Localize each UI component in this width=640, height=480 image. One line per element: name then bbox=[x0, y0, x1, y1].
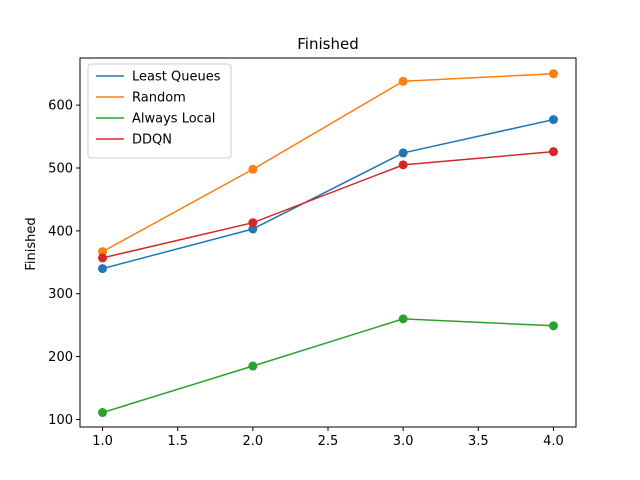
series-line bbox=[102, 118, 554, 270]
data-point bbox=[548, 69, 558, 79]
x-tick-label: 1.5 bbox=[167, 434, 188, 449]
data-point bbox=[248, 218, 258, 228]
legend-label: DDQN bbox=[132, 133, 172, 148]
data-point bbox=[248, 361, 258, 371]
y-tick-label: 600 bbox=[48, 99, 73, 114]
data-point bbox=[548, 115, 558, 125]
y-tick-label: 500 bbox=[48, 162, 73, 177]
y-tick-label: 200 bbox=[48, 350, 73, 365]
series-line bbox=[102, 318, 554, 414]
x-tick-label: 2.0 bbox=[243, 434, 264, 449]
y-tick-label: 100 bbox=[48, 413, 73, 428]
data-point bbox=[398, 314, 408, 324]
y-tick-label: 400 bbox=[48, 224, 73, 239]
y-tick-label: 300 bbox=[48, 287, 73, 302]
legend-label: Random bbox=[132, 91, 186, 106]
series-0 bbox=[98, 115, 558, 274]
legend-label: Least Queues bbox=[132, 70, 221, 85]
chart-title: Finished bbox=[297, 35, 358, 53]
y-axis-label: Finished bbox=[24, 217, 39, 270]
x-tick-label: 3.0 bbox=[393, 434, 414, 449]
series-1 bbox=[98, 69, 558, 257]
series-2 bbox=[98, 314, 558, 418]
data-point bbox=[98, 264, 108, 274]
legend: Least Queues Random Always Local DDQN bbox=[87, 63, 232, 159]
data-point bbox=[98, 253, 108, 263]
y-axis: 100 200 300 400 500 600 bbox=[48, 99, 80, 428]
series-line bbox=[102, 150, 554, 259]
data-point bbox=[98, 408, 108, 418]
series-line bbox=[102, 72, 554, 253]
series-3 bbox=[98, 147, 558, 263]
data-point bbox=[98, 247, 108, 257]
x-tick-label: 1.0 bbox=[92, 434, 113, 449]
data-point bbox=[248, 164, 258, 174]
x-axis: 1.0 1.5 2.0 2.5 3.0 3.5 4.0 bbox=[92, 427, 564, 449]
data-point bbox=[398, 160, 408, 170]
legend-item: Random bbox=[96, 91, 186, 106]
data-point bbox=[398, 76, 408, 86]
legend-item: DDQN bbox=[96, 133, 172, 148]
legend-box bbox=[87, 63, 232, 159]
legend-item: Always Local bbox=[96, 112, 215, 127]
data-point bbox=[398, 148, 408, 158]
x-tick-label: 2.5 bbox=[318, 434, 339, 449]
data-point bbox=[248, 224, 258, 234]
x-tick-label: 3.5 bbox=[468, 434, 489, 449]
x-tick-label: 4.0 bbox=[543, 434, 564, 449]
legend-item: Least Queues bbox=[96, 70, 221, 85]
data-point bbox=[548, 147, 558, 157]
data-point bbox=[548, 321, 558, 331]
plot-marks bbox=[98, 69, 558, 418]
legend-label: Always Local bbox=[132, 112, 215, 127]
